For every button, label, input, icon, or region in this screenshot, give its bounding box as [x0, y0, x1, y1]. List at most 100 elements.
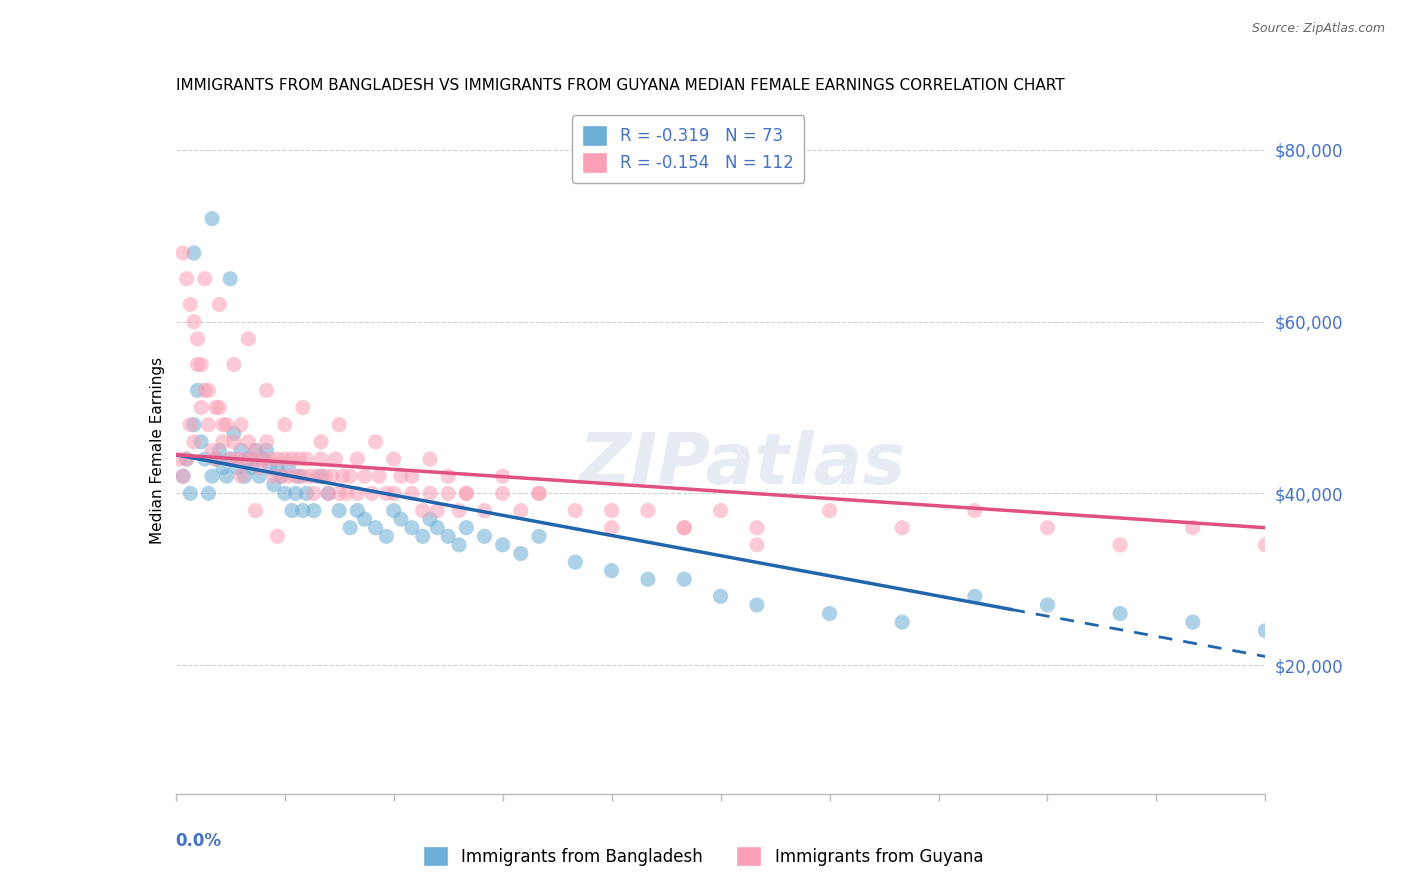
Point: [437, 469, 460, 483]
Point: [222, 426, 245, 441]
Point: [328, 503, 350, 517]
Legend: Immigrants from Bangladesh, Immigrants from Guyana: Immigrants from Bangladesh, Immigrants f…: [415, 838, 991, 875]
Point: [389, 469, 412, 483]
Point: [353, 469, 375, 483]
Point: [456, 521, 478, 535]
Point: [299, 469, 322, 483]
Point: [208, 297, 231, 311]
Point: [401, 486, 423, 500]
Point: [382, 452, 405, 467]
Point: [194, 452, 217, 467]
Point: [600, 521, 623, 535]
Point: [564, 503, 586, 517]
Point: [197, 486, 219, 500]
Point: [194, 271, 217, 285]
Point: [183, 315, 205, 329]
Point: [1036, 598, 1059, 612]
Point: [201, 211, 224, 226]
Point: [401, 469, 423, 483]
Text: Source: ZipAtlas.com: Source: ZipAtlas.com: [1251, 22, 1385, 36]
Point: [318, 486, 340, 500]
Point: [197, 384, 219, 398]
Point: [277, 469, 299, 483]
Legend: R = -0.319   N = 73, R = -0.154   N = 112: R = -0.319 N = 73, R = -0.154 N = 112: [572, 115, 804, 183]
Point: [492, 469, 515, 483]
Point: [346, 486, 368, 500]
Point: [245, 443, 267, 458]
Point: [208, 401, 231, 415]
Point: [314, 469, 336, 483]
Point: [270, 469, 292, 483]
Point: [600, 564, 623, 578]
Point: [389, 512, 412, 526]
Point: [818, 503, 841, 517]
Point: [247, 469, 270, 483]
Point: [474, 529, 496, 543]
Point: [891, 521, 914, 535]
Point: [222, 434, 245, 449]
Point: [673, 521, 696, 535]
Point: [291, 503, 314, 517]
Point: [412, 503, 434, 517]
Point: [437, 486, 460, 500]
Point: [186, 358, 209, 372]
Point: [419, 512, 441, 526]
Point: [375, 529, 398, 543]
Point: [447, 503, 470, 517]
Point: [274, 486, 297, 500]
Point: [245, 443, 267, 458]
Point: [172, 469, 194, 483]
Point: [360, 486, 382, 500]
Point: [426, 503, 449, 517]
Point: [231, 443, 253, 458]
Point: [364, 521, 387, 535]
Point: [212, 434, 235, 449]
Point: [1109, 538, 1132, 552]
Point: [382, 503, 405, 517]
Point: [277, 460, 299, 475]
Point: [208, 443, 231, 458]
Point: [222, 358, 245, 372]
Point: [176, 271, 198, 285]
Point: [364, 434, 387, 449]
Point: [891, 615, 914, 630]
Point: [291, 469, 314, 483]
Point: [231, 469, 253, 483]
Point: [247, 460, 270, 475]
Point: [710, 590, 733, 604]
Point: [325, 452, 347, 467]
Point: [281, 503, 304, 517]
Point: [302, 486, 325, 500]
Point: [190, 358, 212, 372]
Text: ZIPatlas: ZIPatlas: [579, 430, 905, 499]
Point: [252, 452, 274, 467]
Point: [600, 503, 623, 517]
Point: [169, 452, 191, 467]
Point: [963, 503, 986, 517]
Point: [509, 503, 531, 517]
Point: [309, 452, 332, 467]
Point: [215, 417, 238, 432]
Point: [231, 417, 253, 432]
Point: [256, 434, 278, 449]
Point: [238, 332, 260, 346]
Point: [256, 384, 278, 398]
Point: [412, 529, 434, 543]
Point: [637, 572, 659, 586]
Point: [637, 503, 659, 517]
Point: [252, 452, 274, 467]
Point: [281, 452, 304, 467]
Point: [1109, 607, 1132, 621]
Point: [176, 452, 198, 467]
Point: [527, 529, 550, 543]
Point: [818, 607, 841, 621]
Point: [335, 486, 357, 500]
Point: [437, 529, 460, 543]
Point: [219, 452, 242, 467]
Point: [226, 460, 249, 475]
Point: [212, 460, 235, 475]
Point: [172, 246, 194, 260]
Text: 0.0%: 0.0%: [176, 831, 222, 850]
Point: [332, 469, 354, 483]
Point: [176, 452, 198, 467]
